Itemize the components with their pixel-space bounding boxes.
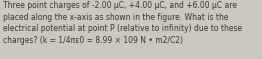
Text: Three point charges of -2.00 μC, +4.00 μC, and +6.00 μC are
placed along the x-a: Three point charges of -2.00 μC, +4.00 μ… <box>3 1 242 45</box>
